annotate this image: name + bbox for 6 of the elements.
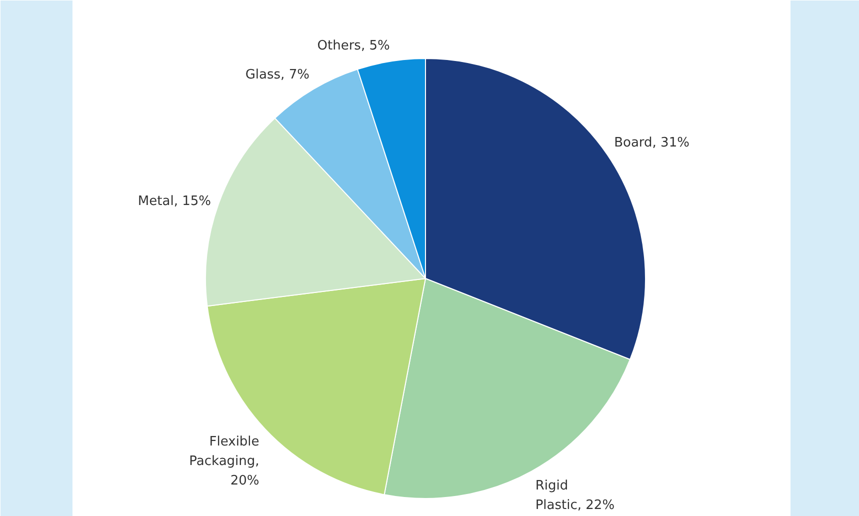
slice-label: Others, 5% bbox=[317, 38, 390, 54]
slice-label: Glass, 7% bbox=[245, 67, 310, 82]
slice-label: Board, 31% bbox=[614, 135, 690, 150]
slice-label: Metal, 15% bbox=[138, 194, 211, 209]
slice-label: Rigid Plastic, 22% bbox=[535, 478, 615, 513]
slice-label: Flexible Packaging, 20% bbox=[189, 434, 260, 489]
